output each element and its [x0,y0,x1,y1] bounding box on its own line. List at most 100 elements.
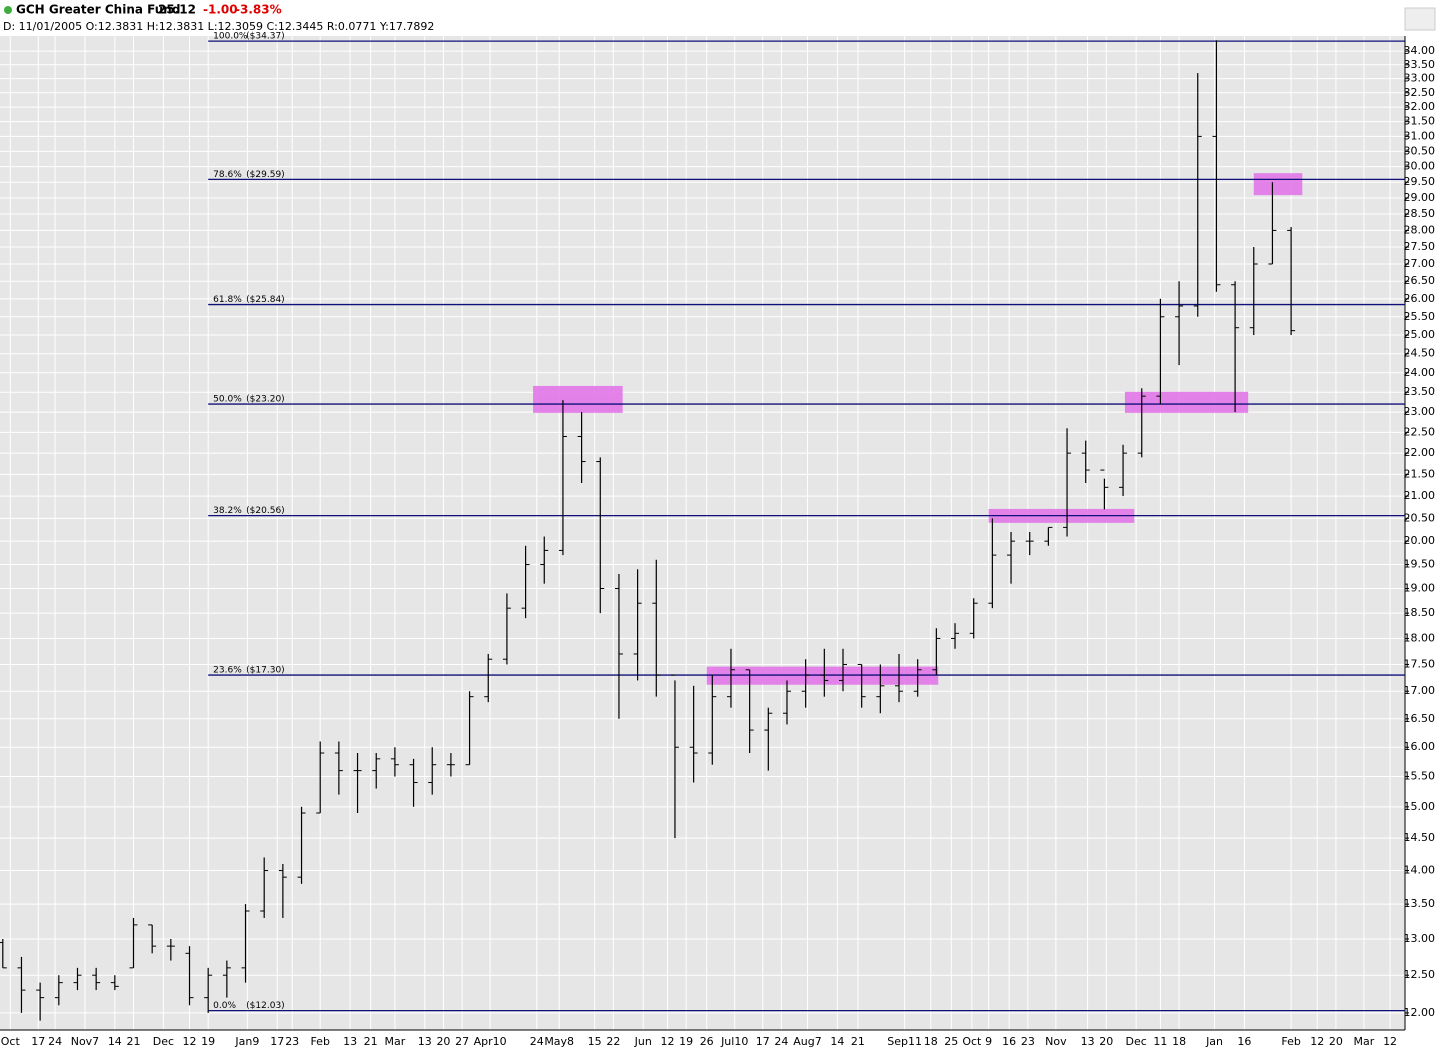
y-tick-label: 23.50 [1404,385,1436,398]
y-tick-label: 24.00 [1404,366,1436,379]
corner-box [1404,7,1436,31]
y-tick-label: 17.50 [1404,657,1436,670]
y-tick-label: 31.50 [1404,115,1436,128]
level-price: ($20.56) [246,506,285,516]
y-tick-label: 14.00 [1404,864,1436,877]
title: GCH Greater China Fund [16,3,180,17]
x-tick-label: Oct [1,1035,21,1048]
x-tick-label: Dec [153,1035,174,1048]
y-tick-label: 22.00 [1404,446,1436,459]
x-tick-label: 26 [700,1035,714,1048]
x-tick-label: 15 [588,1035,602,1048]
level-price: ($12.03) [246,1001,285,1011]
level-label: 0.0% [213,1001,236,1011]
level-label: 50.0% [213,395,242,405]
y-tick-label: 33.50 [1404,58,1436,71]
y-tick-label: 14.50 [1404,831,1436,844]
y-tick-label: 32.00 [1404,100,1436,113]
y-tick-label: 16.50 [1404,712,1436,725]
zone [533,385,623,413]
x-tick-label: 12 [1310,1035,1324,1048]
level-label: 78.6% [213,170,242,180]
y-tick-label: 25.50 [1404,310,1436,323]
y-tick-label: 15.00 [1404,800,1436,813]
level-price: ($34.37) [246,32,285,42]
x-tick-label: Nov [1045,1035,1067,1048]
x-tick-label: 19 [201,1035,215,1048]
y-tick-label: 15.50 [1404,770,1436,783]
zone [1253,173,1303,196]
x-tick-label: 21 [364,1035,378,1048]
y-tick-label: 28.00 [1404,223,1436,236]
y-tick-label: 29.00 [1404,191,1436,204]
y-tick-label: 33.00 [1404,72,1436,85]
y-tick-label: 28.50 [1404,207,1436,220]
x-tick-label: 13 [343,1035,357,1048]
x-tick-label: 17 [31,1035,45,1048]
level-price: ($23.20) [246,395,285,405]
x-tick-label: 21 [851,1035,865,1048]
x-tick-label: 27 [455,1035,469,1048]
x-tick-label: 25 [944,1035,958,1048]
x-tick-label: 13 [418,1035,432,1048]
y-tick-label: 30.50 [1404,144,1436,157]
y-tick-label: 12.50 [1404,968,1436,981]
change-pct: -3.83% [235,3,282,17]
x-tick-label: 12 [660,1035,674,1048]
change: -1.00 [203,3,238,17]
y-tick-label: 20.00 [1404,534,1436,547]
y-tick-label: 18.50 [1404,606,1436,619]
y-tick-label: 22.50 [1404,425,1436,438]
x-tick-label: Aug7 [793,1035,821,1048]
x-tick-label: 24 [774,1035,788,1048]
x-tick-label: 20 [436,1035,450,1048]
y-tick-label: 19.00 [1404,582,1436,595]
x-tick-label: 20 [1329,1035,1343,1048]
x-tick-label: May8 [544,1035,574,1048]
last-price: 25.12 [158,3,196,17]
level-label: 23.6% [213,666,242,676]
x-tick-label: 9 [985,1035,992,1048]
level-price: ($25.84) [246,295,285,305]
x-tick-label: 14 [108,1035,122,1048]
zone [1124,391,1249,413]
x-tick-label: 17 [756,1035,770,1048]
x-tick-label: 16 [1002,1035,1016,1048]
status-icon [4,6,12,14]
x-tick-label: 22 [606,1035,620,1048]
x-tick-label: Jan [1205,1035,1223,1048]
x-tick-label: 21 [126,1035,140,1048]
x-tick-label: Feb [310,1035,329,1048]
y-tick-label: 25.00 [1404,328,1436,341]
x-tick-label: 16 [1237,1035,1251,1048]
y-tick-label: 27.00 [1404,257,1436,270]
x-tick-label: 12 [1383,1035,1397,1048]
y-tick-label: 26.00 [1404,292,1436,305]
y-tick-label: 31.00 [1404,129,1436,142]
y-tick-label: 21.50 [1404,467,1436,480]
x-tick-label: 17 [270,1035,284,1048]
x-tick-label: 19 [679,1035,693,1048]
y-tick-label: 30.00 [1404,160,1436,173]
y-tick-label: 12.00 [1404,1006,1436,1019]
y-tick-label: 13.50 [1404,897,1436,910]
y-tick-label: 23.00 [1404,405,1436,418]
level-price: ($17.30) [246,666,285,676]
y-tick-label: 21.00 [1404,489,1436,502]
x-tick-label: Jun [634,1035,652,1048]
y-tick-label: 18.00 [1404,631,1436,644]
x-tick-label: Feb [1281,1035,1300,1048]
y-tick-label: 20.50 [1404,511,1436,524]
level-label: 100.0% [213,32,248,42]
x-tick-label: 24 [530,1035,544,1048]
y-tick-label: 32.50 [1404,86,1436,99]
x-tick-label: 23 [1021,1035,1035,1048]
y-tick-label: 26.50 [1404,274,1436,287]
x-tick-label: Jul10 [720,1035,748,1048]
info-line: D: 11/01/2005 O:12.3831 H:12.3831 L:12.3… [3,20,434,33]
level-price: ($29.59) [246,170,285,180]
x-tick-label: Mar [1354,1035,1375,1048]
x-tick-label: Mar [385,1035,406,1048]
